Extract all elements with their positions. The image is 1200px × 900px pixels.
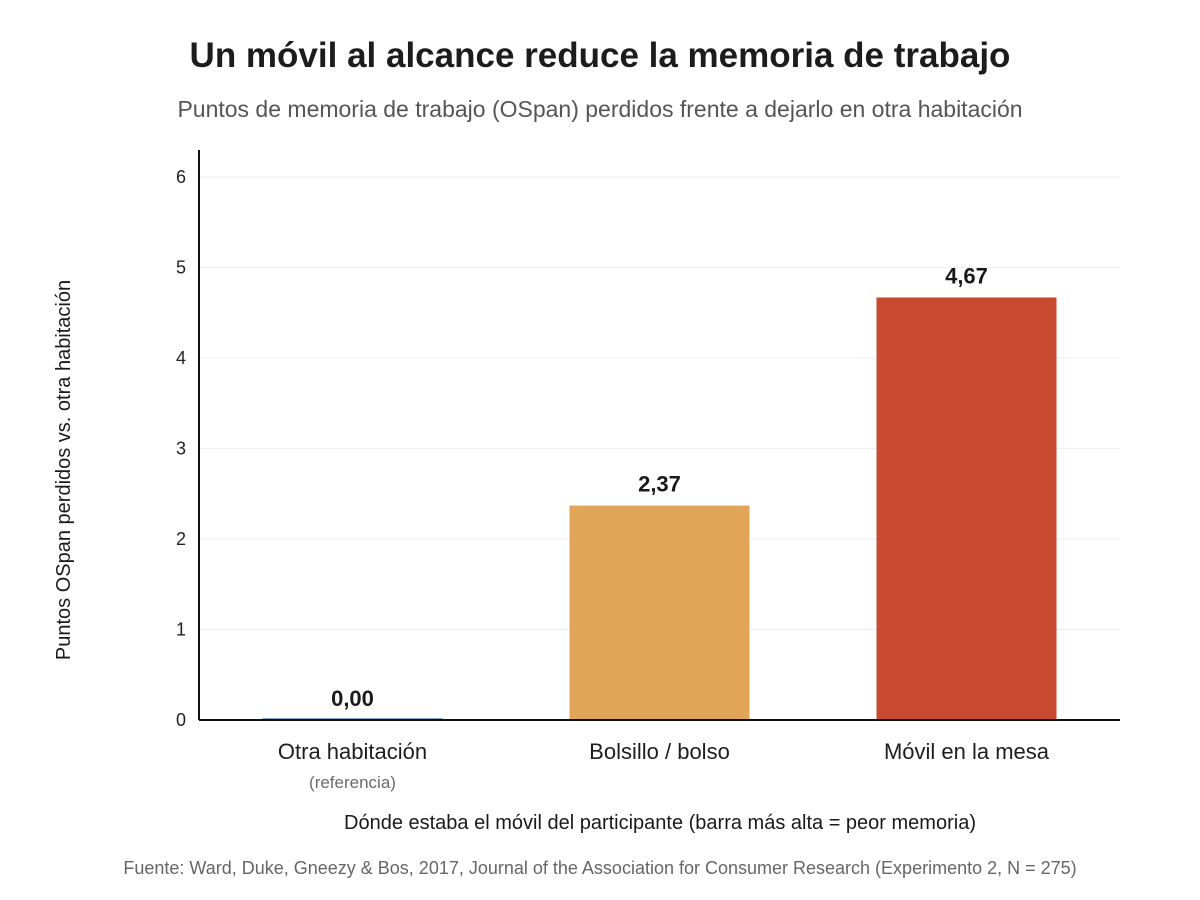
y-tick-label: 0	[176, 710, 186, 730]
y-tick-label: 4	[176, 348, 186, 368]
y-tick-label: 2	[176, 529, 186, 549]
x-axis-title: Dónde estaba el móvil del participante (…	[344, 812, 976, 834]
y-tick-label: 3	[176, 439, 186, 459]
y-tick-label: 6	[176, 167, 186, 187]
category-sublabel: (referencia)	[309, 773, 396, 792]
bar-1	[569, 505, 750, 720]
chart-title: Un móvil al alcance reduce la memoria de…	[189, 36, 1011, 75]
data-label: 2,37	[638, 472, 681, 497]
y-tick-label: 5	[176, 258, 186, 278]
data-label: 0,00	[331, 686, 374, 711]
category-label: Otra habitación	[278, 739, 427, 764]
chart-subtitle: Puntos de memoria de trabajo (OSpan) per…	[177, 96, 1023, 122]
data-labels: 0,00 2,37 4,67	[331, 263, 988, 711]
category-labels: Otra habitación (referencia) Bolsillo / bo…	[278, 739, 1050, 792]
bars	[262, 297, 1057, 720]
y-tick-labels: 0 1 2 3 4 5 6	[176, 167, 186, 730]
data-label: 4,67	[945, 263, 988, 288]
y-axis-title: Puntos OSpan perdidos vs. otra habitació…	[53, 280, 75, 660]
source-note: Fuente: Ward, Duke, Gneezy & Bos, 2017, …	[123, 858, 1077, 878]
y-tick-label: 1	[176, 620, 186, 640]
category-label: Bolsillo / bolso	[589, 739, 730, 764]
category-label: Móvil en la mesa	[884, 739, 1050, 764]
bar-2	[876, 297, 1057, 720]
